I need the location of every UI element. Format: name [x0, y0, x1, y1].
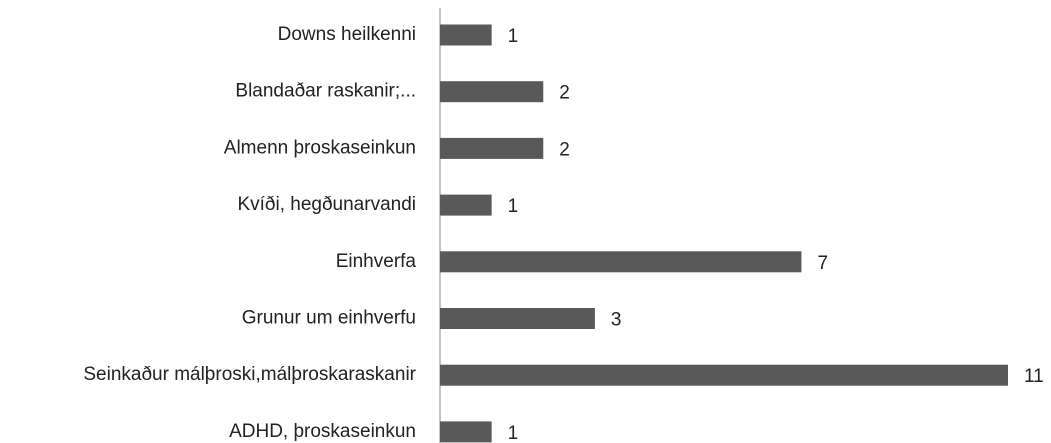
- category-label: Seinkaður málþroski,málþroskaraskanir: [83, 364, 416, 385]
- category-label: Almenn þroskaseinkun: [224, 137, 416, 158]
- value-label: 2: [559, 139, 570, 160]
- category-label: Kvíði, hegðunarvandi: [237, 194, 416, 215]
- value-label: 2: [559, 83, 570, 104]
- category-label: Grunur um einhverfu: [242, 308, 416, 329]
- value-label: 7: [817, 253, 828, 274]
- bar: [440, 137, 544, 159]
- category-label: Downs heilkenni: [278, 24, 416, 45]
- category-label: Blandaðar raskanir;...: [235, 81, 416, 102]
- value-label: 3: [611, 310, 622, 331]
- bar: [440, 24, 492, 46]
- value-label: 1: [508, 26, 519, 47]
- bar: [440, 81, 544, 103]
- value-label: 1: [508, 196, 519, 217]
- value-label: 1: [508, 423, 519, 443]
- bar: [440, 308, 595, 329]
- category-label: ADHD, þroskaseinkun: [229, 421, 416, 442]
- bar: [440, 364, 1008, 386]
- bar: [440, 194, 492, 216]
- value-label: 11: [1024, 366, 1044, 387]
- bar: [440, 251, 802, 273]
- category-label: Einhverfa: [336, 251, 417, 272]
- bar: [440, 421, 492, 443]
